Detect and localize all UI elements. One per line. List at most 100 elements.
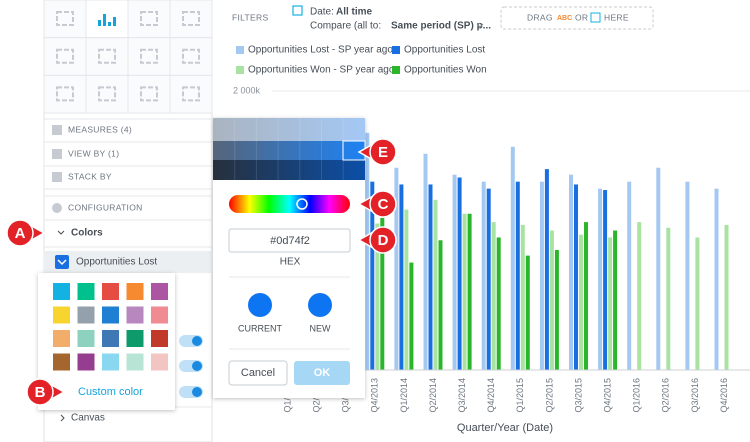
bar <box>481 181 486 370</box>
x-tick-label: Q3/2016 <box>690 378 700 413</box>
palette <box>53 283 168 371</box>
measure-color-button[interactable] <box>55 255 69 269</box>
bar <box>423 153 428 370</box>
bar <box>491 222 496 370</box>
bar <box>613 230 618 370</box>
sidebar: MEASURES (4) VIEW BY (1) STACK BY CONFIG… <box>38 0 213 442</box>
new-color <box>308 293 332 317</box>
drop-zone[interactable] <box>500 6 654 30</box>
callout-letter: E <box>378 144 388 161</box>
drop-zone-text: OR <box>575 12 588 22</box>
callout-badge <box>369 226 397 254</box>
configuration-label[interactable]: CONFIGURATION <box>68 202 143 212</box>
x-tick-label: Q4/2013 <box>370 378 380 413</box>
drop-zone-text: HERE <box>604 12 629 22</box>
palette-swatch[interactable] <box>53 283 70 300</box>
date-value[interactable]: All time <box>336 7 373 18</box>
chart-type-cell[interactable] <box>127 0 171 39</box>
palette-swatch[interactable] <box>53 353 70 371</box>
x-tick-label: Q3/2014 <box>457 378 467 413</box>
chart-type-grid <box>43 0 213 114</box>
palette-swatch[interactable] <box>126 283 144 300</box>
date-label[interactable]: Date: <box>310 7 334 18</box>
chart-type-cell[interactable] <box>43 37 87 76</box>
palette-swatch[interactable] <box>102 330 119 347</box>
bar <box>584 222 588 370</box>
palette-swatch[interactable] <box>77 353 95 371</box>
hue-knob[interactable] <box>296 198 308 210</box>
canvas-section[interactable]: Canvas <box>71 413 105 424</box>
shade-row[interactable] <box>213 160 365 180</box>
bar <box>438 240 443 370</box>
palette-swatch[interactable] <box>102 353 119 371</box>
calendar-icon <box>292 5 303 16</box>
palette-swatch[interactable] <box>102 306 119 324</box>
gear-icon <box>52 203 62 213</box>
chart-type-cell[interactable] <box>43 74 87 114</box>
palette-swatch[interactable] <box>126 353 144 371</box>
callout-badge <box>26 378 54 406</box>
bar <box>627 181 632 370</box>
compare-label[interactable]: Compare (all to: <box>310 21 381 32</box>
ok-button[interactable] <box>294 361 350 385</box>
palette-swatch[interactable] <box>126 306 144 324</box>
new-label: NEW <box>310 323 332 333</box>
hex-label: HEX <box>280 257 301 268</box>
chart: Quarter/Year (Date) 2 000k Opportunities … <box>233 45 750 434</box>
chart-type-cell[interactable] <box>85 74 129 114</box>
bar <box>399 184 404 370</box>
measure-row[interactable] <box>45 251 211 273</box>
bucket-label[interactable]: MEASURES (4) <box>68 124 132 134</box>
legend-label: Opportunities Won <box>404 65 487 76</box>
chart-type-cell[interactable] <box>85 0 129 39</box>
colors-section[interactable]: Colors <box>71 228 103 239</box>
chart-type-cell[interactable] <box>127 37 171 76</box>
legend-label: Opportunities Lost <box>404 45 485 56</box>
chart-type-cell[interactable] <box>43 0 87 39</box>
hue-slider[interactable] <box>229 195 350 213</box>
legend-label: Opportunities Lost - SP year ago <box>248 45 393 56</box>
bar <box>467 213 472 370</box>
bucket-label[interactable]: VIEW BY (1) <box>68 148 119 158</box>
palette-swatch[interactable] <box>53 330 70 347</box>
palette-swatch[interactable] <box>77 330 95 347</box>
bar <box>409 262 414 370</box>
shade-row[interactable] <box>213 141 365 160</box>
dropdown-chevron <box>476 23 484 28</box>
palette-swatch[interactable] <box>126 330 144 347</box>
bar <box>404 209 409 370</box>
x-axis-title: Quarter/Year (Date) <box>457 422 553 434</box>
compare-value[interactable]: Same period (SP) p... <box>391 21 491 32</box>
bar <box>462 213 467 370</box>
icon-part <box>103 14 106 26</box>
palette-swatch[interactable] <box>151 306 168 324</box>
ok-label: OK <box>314 367 331 379</box>
x-tick-label: Q4/2015 <box>602 378 612 413</box>
hex-value[interactable]: #0d74f2 <box>270 235 310 247</box>
bar <box>666 227 671 370</box>
chart-type-cell[interactable] <box>127 74 171 114</box>
calendar-icon <box>590 12 601 23</box>
chart-type-cell[interactable] <box>85 37 129 76</box>
custom-color-link[interactable]: Custom color <box>78 386 143 398</box>
palette-swatch[interactable] <box>102 283 119 300</box>
chart-type-cell[interactable] <box>169 74 213 114</box>
bucket-label[interactable]: STACK BY <box>68 171 112 181</box>
palette-swatch[interactable] <box>77 306 95 324</box>
hex-input[interactable] <box>228 228 351 253</box>
bar <box>452 174 457 370</box>
bar <box>598 188 603 370</box>
bar <box>496 237 501 370</box>
palette-swatch[interactable] <box>151 283 168 300</box>
chart-type-cell[interactable] <box>169 0 213 39</box>
bar <box>656 167 661 370</box>
palette-swatch[interactable] <box>53 306 70 324</box>
chart-type-cell[interactable] <box>169 37 213 76</box>
palette-swatch[interactable] <box>151 330 168 347</box>
shade-row[interactable] <box>213 118 365 141</box>
bar <box>428 184 433 370</box>
cancel-button[interactable] <box>228 360 288 386</box>
palette-swatch[interactable] <box>77 283 95 300</box>
palette-swatch[interactable] <box>151 353 168 371</box>
